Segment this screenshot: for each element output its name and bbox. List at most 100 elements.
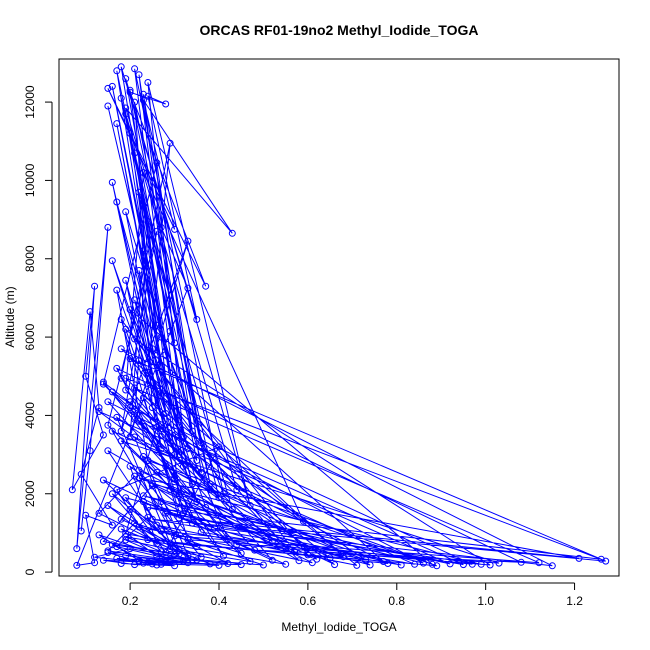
data-point — [126, 398, 134, 406]
data-point — [184, 536, 192, 544]
data-point — [144, 504, 152, 511]
data-point — [171, 532, 179, 540]
data-point — [184, 237, 192, 245]
data-point — [144, 457, 152, 464]
data-point — [433, 562, 441, 570]
data-point — [237, 561, 245, 569]
data-point — [148, 482, 156, 490]
y-tick-label: 10000 — [23, 163, 37, 197]
x-tick-label: 0.8 — [388, 594, 405, 608]
data-point — [188, 556, 196, 564]
data-point — [91, 559, 99, 567]
data-point — [135, 474, 143, 482]
data-point — [135, 71, 143, 79]
data-point — [108, 427, 116, 435]
data-point — [126, 433, 134, 441]
data-point — [126, 505, 134, 513]
data-point — [175, 492, 183, 500]
data-point — [104, 447, 112, 455]
data-point — [68, 486, 76, 494]
data-point — [113, 286, 121, 294]
data-point — [122, 325, 130, 333]
data-point — [157, 548, 165, 556]
data-point — [131, 519, 139, 527]
data-point — [179, 433, 187, 441]
data-point — [113, 486, 121, 494]
x-tick-label: 1.0 — [477, 594, 494, 608]
data-point — [131, 335, 139, 343]
data-point — [131, 65, 139, 73]
data-point — [193, 316, 201, 323]
data-point — [362, 556, 370, 564]
data-point — [166, 486, 174, 494]
data-point — [108, 541, 116, 549]
data-point — [202, 504, 210, 511]
data-point — [171, 451, 179, 459]
y-tick-label: 2000 — [23, 480, 37, 507]
data-point — [259, 561, 267, 569]
data-point — [193, 498, 201, 506]
data-point — [193, 457, 201, 464]
data-point — [122, 374, 130, 382]
y-tick-label: 4000 — [23, 402, 37, 429]
plot-frame — [58, 58, 620, 577]
data-point — [139, 169, 147, 177]
chart-title: ORCAS RF01-19no2 Methyl_Iodide_TOGA — [199, 22, 478, 38]
data-point — [153, 552, 161, 560]
data-point — [184, 551, 192, 559]
data-point — [268, 538, 276, 545]
data-point — [99, 538, 107, 545]
x-tick-label: 0.4 — [211, 594, 228, 608]
data-point — [131, 561, 139, 569]
y-axis-label: Altitude (m) — [3, 286, 17, 347]
data-point — [104, 502, 112, 509]
data-point — [144, 558, 152, 566]
data-point — [153, 227, 161, 235]
data-point — [108, 490, 116, 498]
data-point — [175, 514, 183, 522]
data-point — [171, 551, 179, 558]
data-point — [215, 494, 223, 502]
series-layer — [68, 63, 610, 570]
data-point — [135, 267, 143, 274]
data-point — [157, 445, 165, 453]
data-point — [477, 560, 485, 568]
x-tick-label: 1.2 — [566, 594, 583, 608]
data-point — [122, 530, 130, 538]
data-point — [419, 559, 427, 567]
data-point — [468, 560, 476, 568]
data-point — [117, 515, 125, 523]
data-point — [379, 558, 387, 565]
data-point — [144, 513, 152, 521]
data-point — [104, 398, 112, 406]
data-point — [148, 515, 156, 523]
data-point — [131, 415, 139, 423]
data-point — [126, 86, 134, 94]
data-point — [251, 546, 259, 554]
data-point — [548, 562, 556, 570]
data-point — [113, 120, 121, 128]
y-tick-label: 6000 — [23, 323, 37, 350]
x-tick-label: 0.2 — [122, 594, 139, 608]
y-tick-label: 12000 — [23, 85, 37, 119]
data-point — [135, 417, 143, 425]
data-point — [135, 523, 143, 531]
data-point — [117, 437, 125, 445]
data-point — [575, 554, 583, 562]
data-point — [144, 368, 152, 376]
data-point — [193, 543, 201, 551]
data-point — [326, 554, 334, 562]
data-point — [175, 421, 183, 429]
data-point — [224, 560, 232, 567]
data-point — [219, 552, 227, 560]
data-point — [126, 545, 134, 553]
data-point — [113, 198, 121, 206]
data-point — [166, 539, 174, 547]
data-point — [157, 223, 165, 231]
data-point — [597, 555, 605, 563]
data-point — [91, 282, 99, 290]
data-point — [122, 276, 130, 284]
data-point — [171, 339, 179, 347]
data-point — [104, 421, 112, 429]
data-point — [246, 558, 254, 565]
